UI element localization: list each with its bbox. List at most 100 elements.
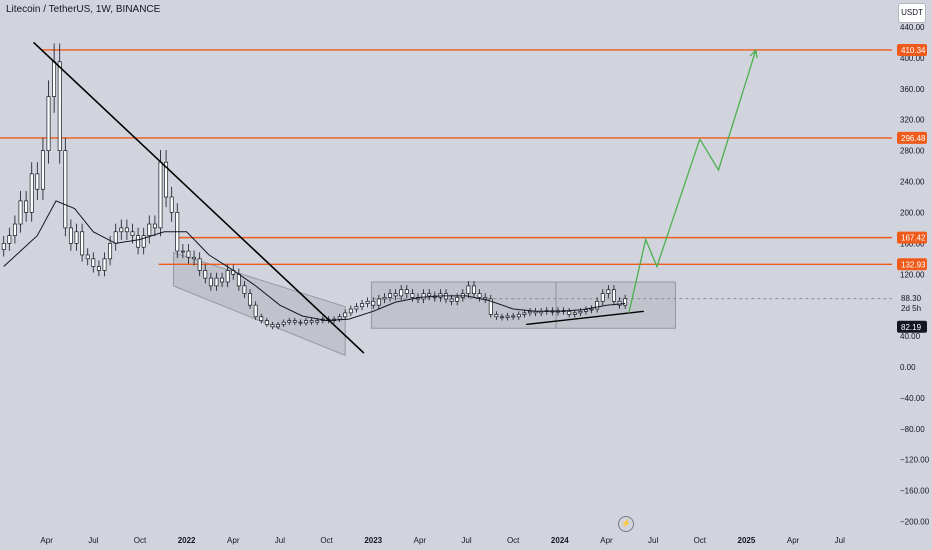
symbol-title: Litecoin / TetherUS, 1W, BINANCE	[6, 4, 161, 15]
candle-body	[124, 227, 129, 233]
candle-body	[511, 315, 516, 318]
x-tick-label: 2025	[738, 536, 756, 545]
candle-body	[472, 285, 476, 294]
price-axis	[892, 0, 932, 550]
candle-body	[1, 243, 6, 250]
candle-body	[505, 315, 510, 318]
y-tick-label: 200.00	[900, 208, 925, 217]
x-tick-label: Oct	[320, 536, 333, 545]
candle-body	[203, 270, 208, 279]
y-tick-label: 320.00	[900, 116, 925, 125]
y-tick-label: 240.00	[900, 178, 925, 187]
x-tick-label: 2023	[364, 536, 382, 545]
level-tag-1	[897, 131, 927, 144]
x-tick-label: Jul	[275, 536, 285, 545]
candle-body	[528, 310, 532, 314]
candle-body	[376, 298, 381, 306]
candle-body	[292, 320, 297, 323]
candle-body	[180, 250, 185, 253]
candle-body	[309, 320, 314, 323]
x-tick-label: Apr	[227, 536, 240, 545]
candle-body	[108, 243, 113, 260]
x-tick-label: Apr	[414, 536, 427, 545]
candle-body	[197, 258, 202, 271]
candle-body	[220, 277, 225, 283]
candle-body	[337, 316, 342, 320]
candle-body	[236, 273, 241, 287]
candle-body	[169, 196, 174, 213]
x-tick-label: Oct	[507, 536, 520, 545]
candle-body	[85, 254, 90, 260]
candle-body	[80, 231, 85, 256]
candle-body	[208, 277, 213, 287]
x-tick-label: Jul	[835, 536, 845, 545]
ma-value-label: 82.19	[901, 323, 922, 332]
candle-body	[455, 297, 460, 302]
x-tick-label: Jul	[461, 536, 471, 545]
candle-body	[74, 231, 79, 244]
candle-body	[567, 310, 572, 315]
candle-body	[449, 298, 454, 302]
candle-body	[477, 293, 482, 298]
level-tag-label: 296.48	[901, 134, 926, 143]
projection-arrowhead	[749, 48, 758, 59]
x-tick-label: Jul	[88, 536, 98, 545]
y-tick-label: 120.00	[900, 270, 925, 279]
candle-body	[46, 96, 51, 151]
last-price-tag	[897, 292, 927, 313]
indicator-icon[interactable]: ⚡	[618, 516, 634, 532]
candle-body	[259, 316, 264, 321]
y-tick-label: 0.00	[900, 363, 916, 372]
candle-body	[343, 312, 348, 318]
y-tick-label: −80.00	[900, 425, 925, 434]
candle-body	[365, 300, 370, 304]
candle-body	[304, 320, 308, 324]
y-tick-label: −40.00	[900, 394, 925, 403]
x-tick-label: 2024	[551, 536, 569, 545]
candle-body	[63, 150, 68, 229]
x-tick-label: Oct	[694, 536, 707, 545]
channel-box-2	[555, 281, 676, 329]
candle-body	[606, 289, 611, 294]
candle-body	[214, 277, 219, 287]
y-tick-label: 160.00	[900, 239, 925, 248]
candle-body	[96, 266, 101, 271]
candle-body	[186, 250, 191, 258]
candle-body	[24, 200, 29, 213]
level-tag-2	[897, 231, 927, 244]
candle-body	[404, 289, 409, 294]
candle-body	[348, 308, 353, 314]
candle-body	[611, 289, 616, 302]
candle-body	[248, 293, 253, 306]
candle-body	[12, 223, 17, 236]
candle-body	[7, 235, 12, 244]
candle-body	[35, 173, 40, 190]
candle-body	[225, 270, 230, 283]
candle-body	[595, 300, 600, 310]
currency-button[interactable]: USDT	[898, 3, 926, 23]
candle-body	[40, 150, 45, 190]
candle-body	[354, 306, 359, 310]
candle-body	[91, 258, 96, 267]
channel-box-1	[370, 281, 557, 329]
candle-body	[270, 324, 275, 328]
last-price-label: 88.30	[901, 294, 922, 303]
candle-body	[399, 289, 404, 297]
y-tick-label: 280.00	[900, 147, 925, 156]
candle-body	[623, 298, 628, 306]
y-tick-label: −120.00	[900, 456, 930, 465]
candle-body	[18, 200, 23, 225]
level-tag-label: 167.42	[901, 234, 926, 243]
candle-body	[578, 310, 583, 314]
ma-value-tag	[897, 320, 927, 333]
x-tick-label: Apr	[40, 536, 53, 545]
level-tag-label: 410.34	[901, 46, 926, 55]
candle-body	[360, 303, 364, 308]
candle-body	[589, 308, 594, 311]
candle-body	[466, 285, 471, 294]
candle-body	[572, 312, 577, 315]
y-tick-label: −160.00	[900, 487, 930, 496]
candle-body	[192, 256, 197, 260]
candle-body	[488, 298, 493, 315]
